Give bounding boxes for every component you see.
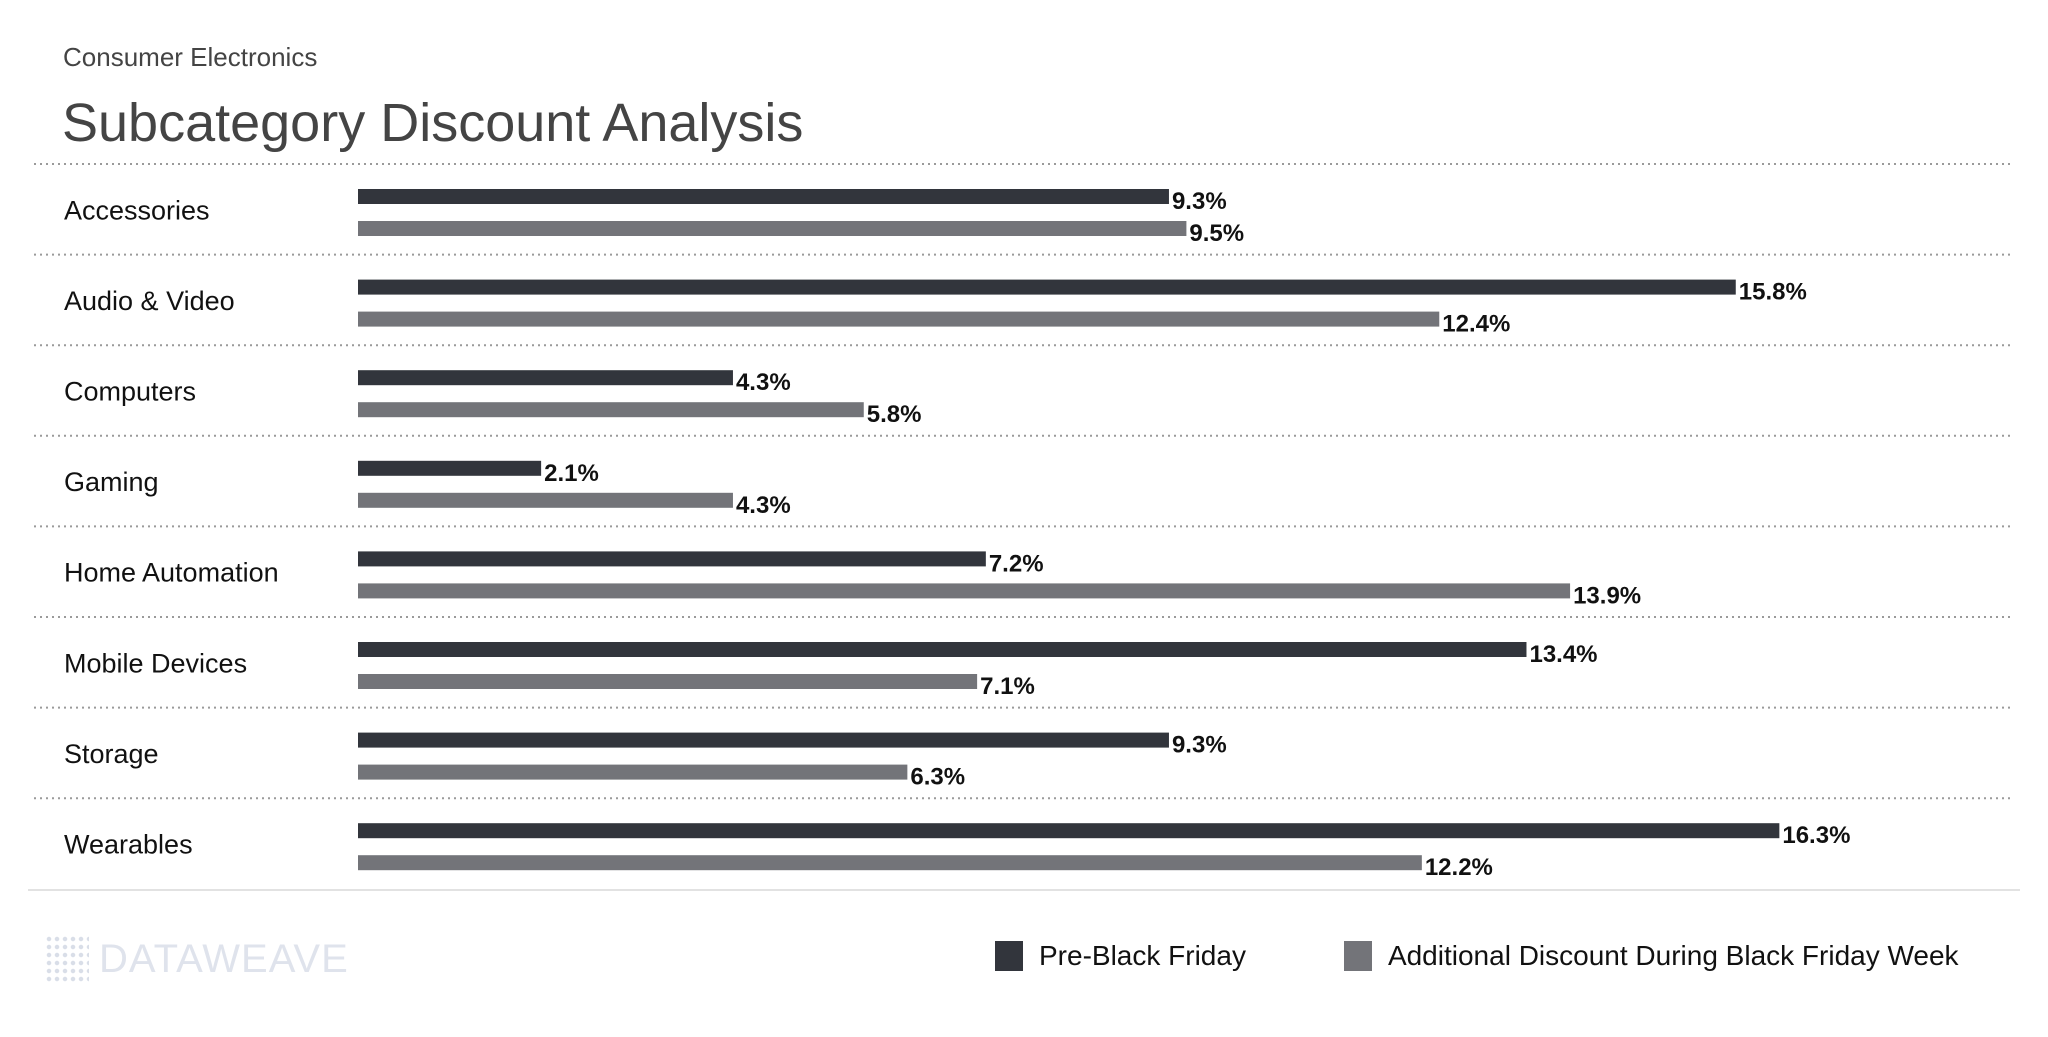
bar-pre-black-friday xyxy=(358,823,1780,839)
data-label: 12.4% xyxy=(1442,311,1510,338)
bar-pre-black-friday xyxy=(358,460,542,476)
chart-subtitle: Consumer Electronics xyxy=(63,42,318,72)
bar-additional-discount xyxy=(358,583,1571,599)
data-label: 13.4% xyxy=(1529,641,1597,668)
category-label: Mobile Devices xyxy=(64,648,247,678)
bar-pre-black-friday xyxy=(358,370,733,386)
legend-item-pre-black-friday: Pre-Black Friday xyxy=(995,940,1246,972)
bar-chart: Accessories 9.3% 9.5% Audio & Video 15.8% 12.… xyxy=(28,163,2020,891)
category-label: Gaming xyxy=(64,467,159,497)
logo-dots-icon xyxy=(45,935,89,983)
data-label: 4.3% xyxy=(736,492,791,519)
bar-pre-black-friday xyxy=(358,189,1169,204)
bar-pre-black-friday xyxy=(358,551,986,567)
bar-additional-discount xyxy=(358,311,1440,327)
category-label: Storage xyxy=(64,739,159,769)
data-label: 2.1% xyxy=(544,460,599,487)
legend-swatch xyxy=(995,941,1023,971)
category-label: Computers xyxy=(64,377,196,407)
bar-additional-discount xyxy=(358,764,908,780)
data-label: 7.2% xyxy=(989,550,1044,577)
bar-additional-discount xyxy=(358,492,733,508)
legend-label: Additional Discount During Black Friday … xyxy=(1387,940,1959,971)
category-label: Accessories xyxy=(64,195,210,225)
legend-item-additional-discount: Additional Discount During Black Friday … xyxy=(1343,940,1959,972)
data-label: 6.3% xyxy=(910,764,965,791)
data-label: 15.8% xyxy=(1739,279,1807,306)
bar-additional-discount xyxy=(358,855,1422,871)
bar-pre-black-friday xyxy=(358,732,1169,748)
dataweave-logo: DATAWEAVE xyxy=(45,935,349,983)
data-label: 7.1% xyxy=(980,673,1035,700)
category-label: Wearables xyxy=(64,830,193,860)
data-label: 9.3% xyxy=(1172,188,1227,215)
bar-additional-discount xyxy=(358,402,864,418)
bar-additional-discount xyxy=(358,221,1187,236)
data-label: 12.2% xyxy=(1425,854,1493,881)
legend-label: Pre-Black Friday xyxy=(1039,940,1246,971)
data-label: 5.8% xyxy=(867,401,922,428)
logo-text: DATAWEAVE xyxy=(99,936,349,981)
category-label: Home Automation xyxy=(64,558,279,588)
data-label: 4.3% xyxy=(736,369,791,396)
data-label: 16.3% xyxy=(1782,822,1850,849)
data-label: 9.3% xyxy=(1172,732,1227,759)
bar-pre-black-friday xyxy=(358,642,1527,657)
legend-swatch xyxy=(1343,941,1372,971)
data-label: 9.5% xyxy=(1189,220,1244,247)
chart-title: Subcategory Discount Analysis xyxy=(62,93,804,153)
bar-additional-discount xyxy=(358,674,978,689)
data-label: 13.9% xyxy=(1573,582,1641,609)
legend: Pre-Black Friday Additional Discount Dur… xyxy=(995,940,1959,972)
category-label: Audio & Video xyxy=(64,286,235,316)
bar-pre-black-friday xyxy=(358,279,1736,295)
